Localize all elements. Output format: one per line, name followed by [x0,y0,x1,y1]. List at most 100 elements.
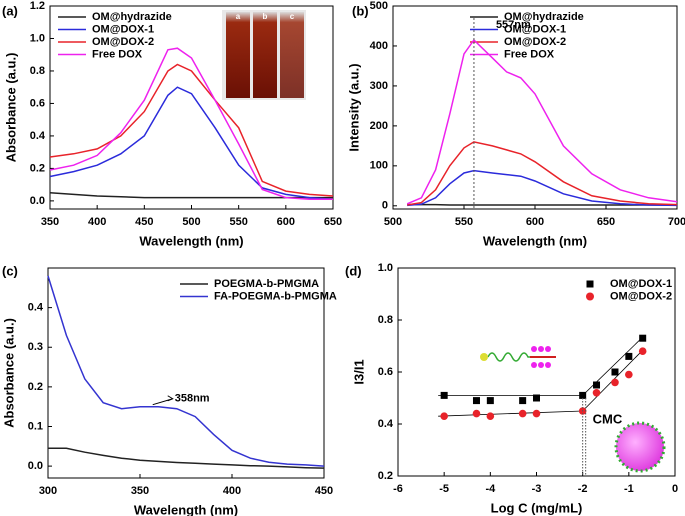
point [440,412,448,421]
fit-line [582,334,645,396]
point [592,389,601,397]
panel-label: (c) [2,263,18,278]
x-tick-label: 0 [672,483,678,495]
legend-label: Free DOX [92,48,143,60]
series-line [48,447,325,469]
y-tick-label: 0.2 [30,162,45,174]
x-tick-label: 550 [455,216,473,228]
legend-marker [586,292,594,301]
x-tick-label: 600 [277,216,295,228]
y-tick-label: 0.3 [28,341,43,353]
y-tick-label: 0.1 [28,420,43,432]
legend-label: OM@DOX-1 [610,278,672,290]
x-tick-label: -3 [532,483,542,495]
series-line [49,63,334,197]
series-line [406,38,678,205]
x-tick-label: 450 [315,485,333,497]
plot-frame [47,267,325,479]
x-tick-label: 550 [229,216,247,228]
x-tick-label: 700 [668,216,685,228]
legend-label: OM@hydrazide [504,11,584,23]
x-tick-label: -1 [624,483,634,495]
x-tick-label: -2 [578,483,588,495]
point [639,334,647,342]
point [518,409,527,418]
x-tick-label: 600 [526,216,544,228]
y-tick-label: 0.2 [28,381,43,393]
annotation-arrow [152,395,174,406]
y-tick-label: 0.0 [30,195,45,207]
x-tick-label: -6 [393,483,403,495]
point [625,370,633,379]
series-line [407,141,678,206]
series-line [49,192,333,199]
annotation: 557nm [496,19,531,31]
x-tick-label: -5 [439,483,449,495]
point [486,397,494,405]
micelle-illustration [614,421,666,473]
y-tick-label: 0.0 [28,460,43,472]
point [532,409,541,418]
x-tick-label: 650 [597,216,615,228]
point [611,378,619,387]
y-tick-label: 500 [370,0,388,12]
point [472,409,481,418]
x-axis-label: Wavelength (nm) [134,502,238,516]
legend-label: OM@DOX-1 [92,23,154,35]
fit-line [438,410,583,417]
y-tick-label: 1.0 [378,262,393,274]
annotation: CMC [593,412,623,427]
series-line [49,47,333,201]
point [638,347,647,356]
point [625,352,633,360]
y-tick-label: 300 [370,80,388,92]
x-tick-label: 450 [135,216,153,228]
y-tick-label: 400 [370,40,388,52]
inset-label: b [263,12,268,21]
y-axis-label: Intensity (a.u.) [346,63,361,151]
x-tick-label: 400 [88,216,106,228]
y-axis-label: Absorbance (a.u.) [3,53,18,163]
point [486,412,495,421]
y-tick-label: 0.4 [28,302,44,314]
panel-label: (b) [352,3,369,18]
y-tick-label: 200 [370,120,388,132]
point [579,391,587,399]
point [611,368,619,376]
point [593,381,601,389]
point [472,397,480,405]
x-axis-label: Log C (mg/mL) [491,500,583,515]
legend-marker [586,280,594,288]
legend-label: Free DOX [504,48,555,60]
series-line [49,86,334,201]
y-tick-label: 0.4 [30,130,46,142]
y-tick-label: 0 [382,200,388,212]
polymer-chain-illustration [480,346,556,368]
y-axis-label: Absorbance (a.u.) [1,318,16,428]
x-tick-label: 350 [41,216,59,228]
legend-label: OM@DOX-2 [504,36,566,48]
point [519,397,527,405]
y-tick-label: 1.0 [30,32,45,44]
y-tick-label: 0.2 [378,470,393,482]
series-line [47,275,325,467]
inset-label: a [236,12,241,21]
series-line [407,169,678,207]
y-tick-label: 0.6 [30,97,45,109]
x-tick-label: -4 [485,483,496,495]
y-axis-label: I3/I1 [351,359,366,384]
legend-label: OM@DOX-2 [92,36,154,48]
x-tick-label: 650 [324,216,342,228]
y-tick-label: 0.6 [378,366,393,378]
legend-label: OM@hydrazide [92,11,172,23]
x-tick-label: 400 [223,485,241,497]
legend-label: FA-POEGMA-b-PMGMA [214,290,337,302]
panel-label: (a) [2,3,18,18]
annotation: 358nm [175,393,210,405]
y-tick-label: 100 [370,160,388,172]
x-tick-label: 500 [182,216,200,228]
x-axis-label: Wavelength (nm) [483,233,587,248]
inset-photo [222,10,306,100]
y-tick-label: 0.8 [30,65,45,77]
